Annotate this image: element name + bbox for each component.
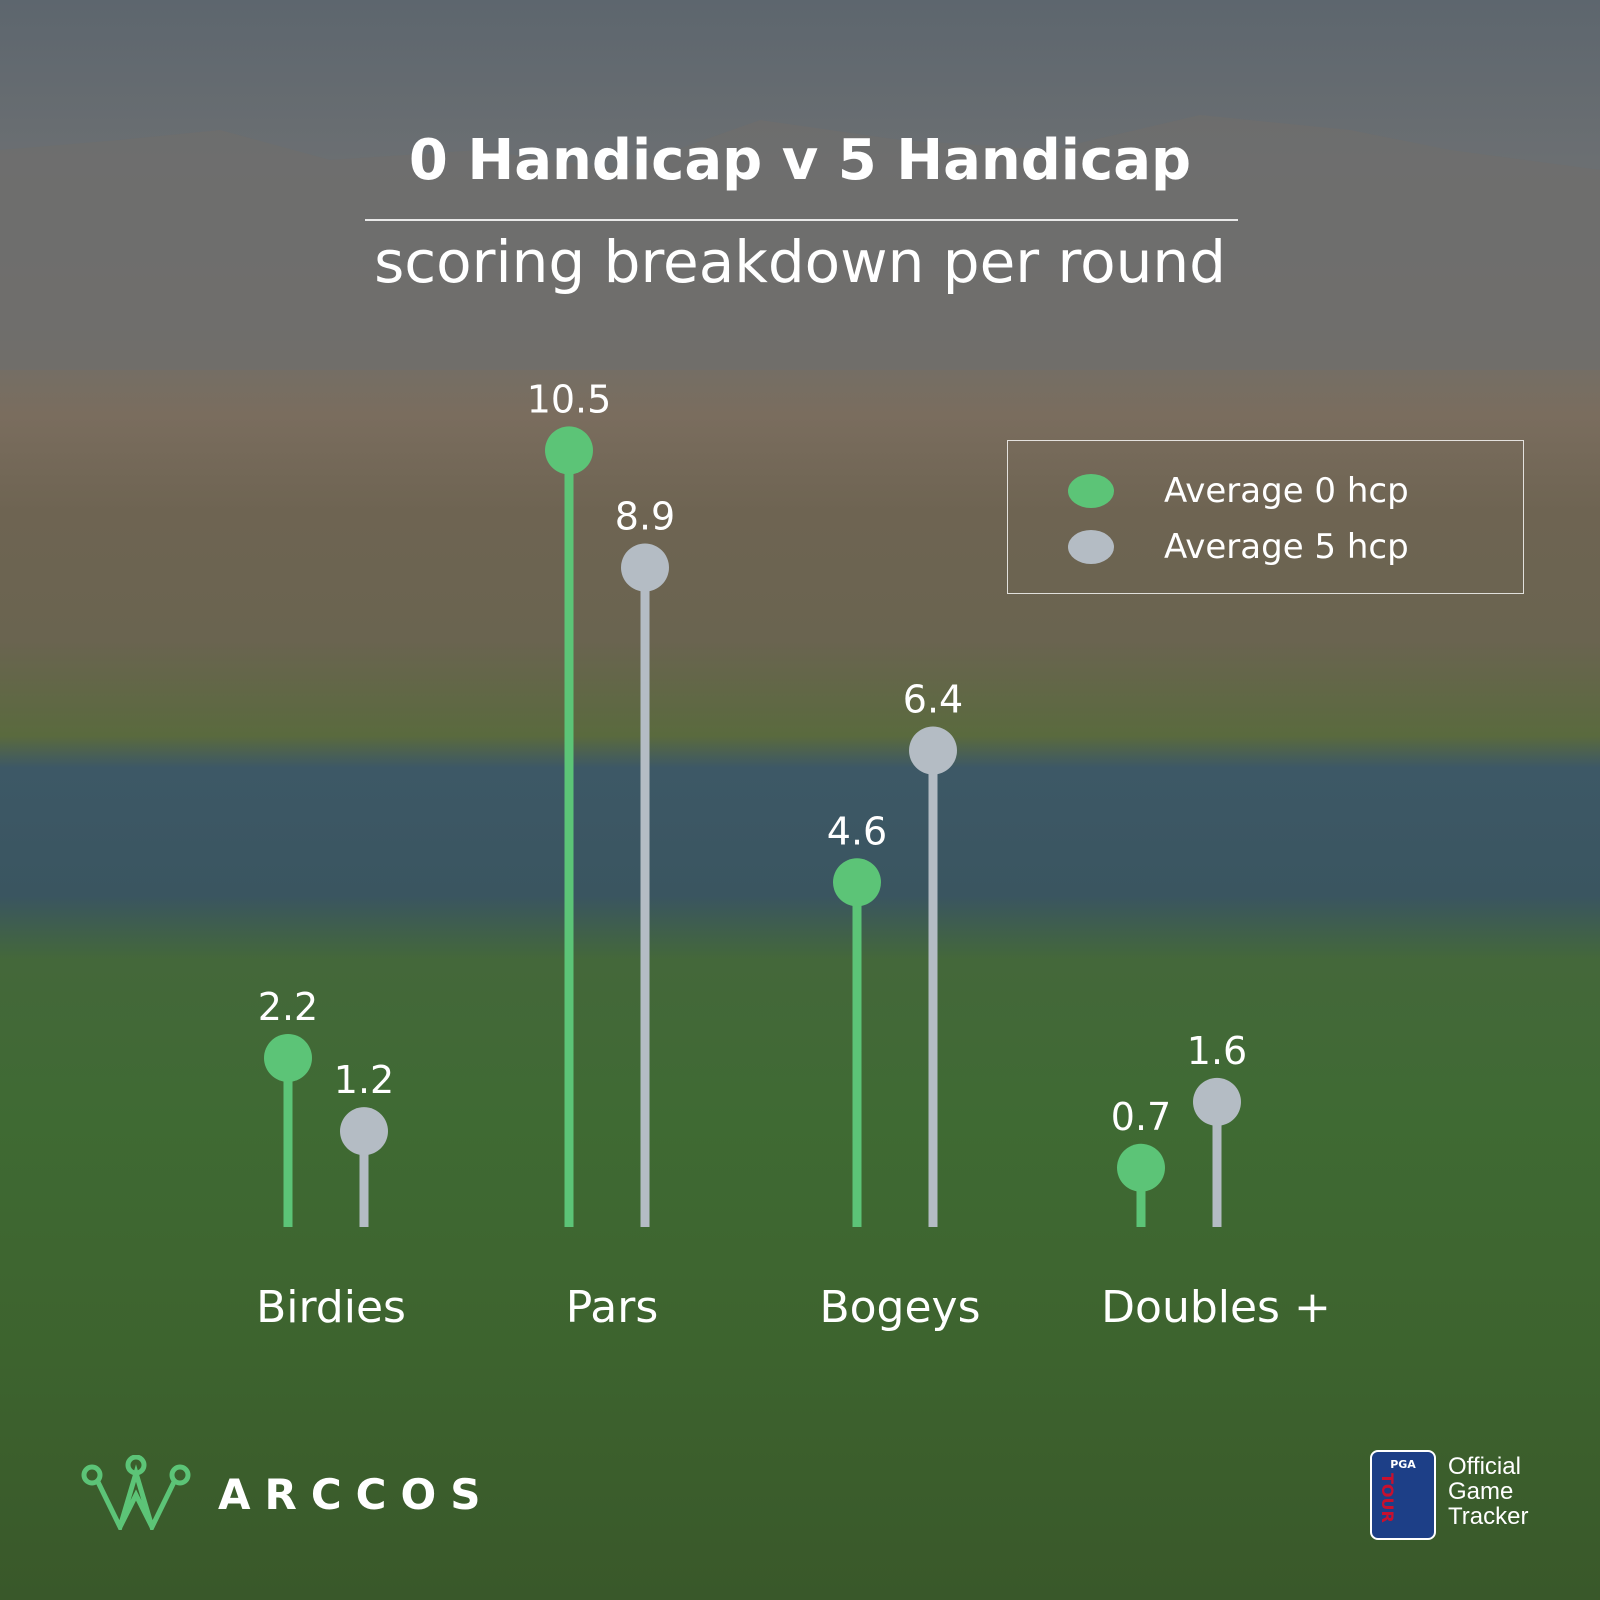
lollipop-head	[340, 1107, 388, 1156]
lollipop-head	[1193, 1077, 1241, 1126]
background-mountains	[0, 115, 1600, 370]
data-label: 1.2	[334, 1058, 394, 1102]
lollipop-head	[545, 426, 593, 475]
legend-label: Average 0 hcp	[1164, 471, 1409, 511]
data-label: 8.9	[615, 495, 675, 539]
title-divider	[365, 219, 1238, 221]
lollipop-head	[833, 858, 881, 907]
lollipop-head	[264, 1033, 312, 1082]
chart-title: 0 Handicap v 5 Handicap	[408, 128, 1192, 193]
arccos-crown-logo	[81, 1455, 191, 1530]
partner-text: Game	[1448, 1478, 1514, 1505]
lollipop-head	[621, 543, 669, 592]
legend-label: Average 5 hcp	[1164, 527, 1409, 567]
legend-marker-gray	[1068, 530, 1114, 564]
data-label: 0.7	[1111, 1095, 1171, 1139]
data-label: 6.4	[903, 678, 963, 722]
category-label: Pars	[566, 1282, 659, 1333]
data-label: 2.2	[258, 985, 318, 1029]
legend-item-5hcp: Average 5 hcp	[1068, 527, 1409, 567]
arccos-logo-text: ARCCOS	[218, 1470, 495, 1519]
legend-item-0hcp: Average 0 hcp	[1068, 471, 1409, 511]
category-label: Bogeys	[819, 1282, 980, 1333]
partner-text: Official	[1448, 1453, 1521, 1480]
data-label: 1.6	[1187, 1029, 1247, 1073]
official-game-tracker: Official Game Tracker	[1448, 1454, 1528, 1529]
category-label: Doubles +	[1101, 1282, 1331, 1333]
partner-text: Tracker	[1448, 1503, 1529, 1530]
chart-subtitle: scoring breakdown per round	[374, 228, 1226, 296]
lollipop-head	[1117, 1143, 1165, 1192]
data-label: 10.5	[527, 377, 612, 421]
category-label: Birdies	[256, 1282, 406, 1333]
legend-marker-green	[1068, 474, 1114, 508]
pga-tour-logo: PGA TOUR	[1370, 1450, 1436, 1540]
lollipop-head	[909, 726, 957, 775]
legend: Average 0 hcp Average 5 hcp	[1007, 440, 1524, 594]
data-label: 4.6	[827, 809, 887, 853]
